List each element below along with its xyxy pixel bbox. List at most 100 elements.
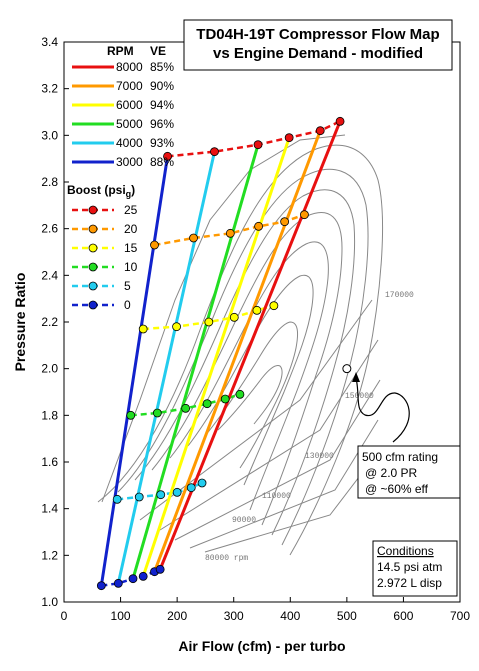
boost-5-point <box>197 478 207 488</box>
x-tick-label: 500 <box>337 609 357 623</box>
x-tick-label: 300 <box>224 609 244 623</box>
legend-ve-label: 90% <box>150 79 174 93</box>
boost-25-point <box>284 133 294 143</box>
y-tick-label: 3.0 <box>41 128 58 142</box>
legend-rpm-label: 4000 <box>116 136 143 150</box>
boost-10-point <box>220 394 230 404</box>
y-tick-label: 2.2 <box>41 315 58 329</box>
x-axis: 0 100 200 300 400 500 600 700 <box>61 597 470 623</box>
x-axis-title: Air Flow (cfm) - per turbo <box>178 638 345 654</box>
x-tick-label: 200 <box>167 609 187 623</box>
legend-boost-label: 0 <box>124 298 131 312</box>
y-axis: 1.0 1.2 1.4 1.6 1.8 2.0 2.2 2.4 2.6 2.8 3.0 3.2 3.4 <box>41 35 69 609</box>
boost-15-point <box>252 305 262 315</box>
boost-5-point <box>172 487 182 497</box>
boost-line-5 <box>117 481 203 501</box>
legend-ve-label: 94% <box>150 98 174 112</box>
y-tick-label: 1.8 <box>41 408 58 422</box>
boost-10-point <box>235 389 245 399</box>
legend-boost-label: 15 <box>124 241 138 255</box>
boost-15-point <box>269 301 279 311</box>
annotation-arrow <box>355 377 410 443</box>
y-axis-title: Pressure Ratio <box>12 273 28 372</box>
legend-rpm-label: 5000 <box>116 117 143 131</box>
y-tick-label: 2.8 <box>41 175 58 189</box>
boost-10-point <box>202 399 212 409</box>
boost-20-point <box>189 233 198 243</box>
boost-0-point <box>155 564 165 574</box>
boost-25-point <box>163 151 172 161</box>
rpm-line-3000 <box>99 156 170 586</box>
boost-10-point <box>126 410 136 420</box>
x-tick-label: 700 <box>450 609 470 623</box>
annotation-box <box>357 445 461 499</box>
rating-point <box>342 364 352 374</box>
title-line-1: TD04H-19T Compressor Flow Map <box>196 26 439 43</box>
legend-rpm-header: RPM <box>107 44 134 58</box>
rating-annotation: 500 cfm rating @ 2.0 PR @ ~60% eff <box>352 372 461 499</box>
conditions-title: Conditions <box>377 544 434 558</box>
boost-0-point <box>113 578 123 588</box>
y-tick-label: 3.2 <box>41 82 58 96</box>
legend-boost-header: Boost (psig) <box>67 183 135 199</box>
map-label-80000: 80000 rpm <box>205 554 248 563</box>
annotation-line-2: @ 2.0 PR <box>365 466 418 480</box>
legend-ve-label: 88% <box>150 155 174 169</box>
legend-boost-label: 5 <box>124 279 131 293</box>
y-tick-label: 2.0 <box>41 362 58 376</box>
y-tick-label: 1.0 <box>41 595 58 609</box>
boost-15-point <box>138 324 148 334</box>
legend-rpm-label: 8000 <box>116 60 143 74</box>
conditions-line-2: 2.972 L disp <box>377 576 442 590</box>
x-tick-label: 0 <box>61 609 68 623</box>
boost-15-point <box>172 322 181 332</box>
map-label-130000: 130000 <box>305 452 334 461</box>
map-label-110000: 110000 <box>262 492 291 501</box>
boost-5-point <box>112 494 122 504</box>
legend-rpm: RPM VE 8000 85% 7000 90% 6000 94% 5000 96% 4000 9… <box>72 44 174 169</box>
legend-ve-label: 85% <box>150 60 174 74</box>
boost-5-point <box>134 492 144 502</box>
legend-boost-marker-15 <box>88 243 98 253</box>
x-tick-label: 100 <box>111 609 131 623</box>
legend-ve-label: 93% <box>150 136 174 150</box>
legend-rpm-label: 7000 <box>116 79 143 93</box>
legend-boost: Boost (psig) 25 20 15 10 5 0 <box>67 183 138 312</box>
boost-25-point <box>335 116 345 126</box>
annotation-line-1: 500 cfm rating <box>362 450 438 464</box>
boost-25-point <box>253 140 263 150</box>
boost-10-point <box>152 408 162 418</box>
rpm-line-5000 <box>131 144 260 580</box>
y-tick-label: 1.4 <box>41 502 58 516</box>
boost-20-point <box>150 240 159 250</box>
map-label-170000: 170000 <box>385 291 414 300</box>
boost-25-point <box>210 147 219 157</box>
y-tick-label: 2.6 <box>41 222 58 236</box>
legend-rpm-label: 3000 <box>116 155 143 169</box>
y-tick-label: 1.6 <box>41 455 58 469</box>
boost-line-10 <box>130 393 241 417</box>
boost-20-point <box>254 221 264 231</box>
legend-boost-marker-0 <box>88 300 98 310</box>
legend-boost-marker-20 <box>88 224 98 234</box>
boost-20-point <box>280 217 290 227</box>
y-tick-label: 1.2 <box>41 548 58 562</box>
x-tick-label: 600 <box>393 609 413 623</box>
title-box <box>183 19 453 71</box>
boost-0-point <box>138 571 148 581</box>
arrowhead <box>352 372 360 382</box>
boost-25-point <box>315 126 325 136</box>
legend-boost-label: 20 <box>124 222 138 236</box>
conditions-frame <box>372 540 458 597</box>
rpm-line-6000 <box>141 137 291 577</box>
rpm-line-4000 <box>116 151 216 584</box>
boost-5-point <box>186 483 196 493</box>
title-line-2: vs Engine Demand - modified <box>213 45 423 62</box>
map-label-150000: 150000 <box>345 392 374 401</box>
boost-10-point <box>181 403 191 413</box>
series-layer <box>96 116 352 591</box>
legend-boost-marker-25 <box>88 205 98 215</box>
chart-title: TD04H-19T Compressor Flow Map vs Engine … <box>183 19 453 71</box>
boost-15-point <box>229 312 239 322</box>
legend-boost-marker-5 <box>88 281 98 291</box>
